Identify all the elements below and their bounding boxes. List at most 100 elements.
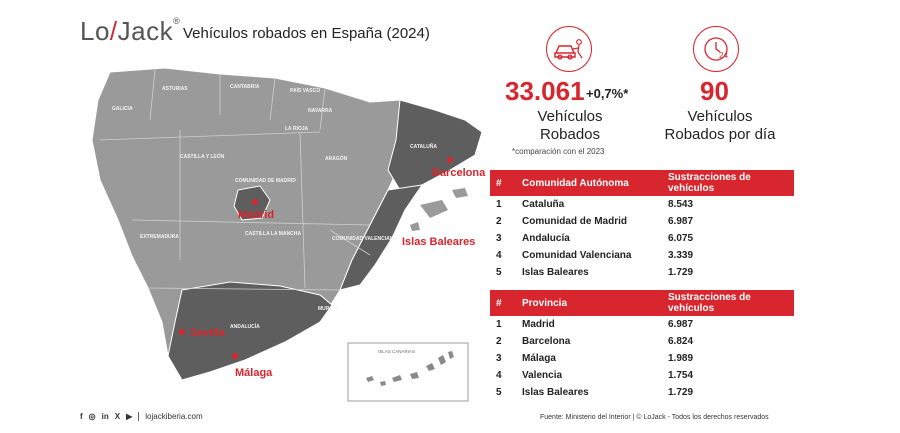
row-rank: 1 xyxy=(496,199,502,210)
map-baleares xyxy=(410,188,468,231)
ccaa-header-name: Comunidad Autónoma xyxy=(522,177,629,189)
instagram-icon[interactable]: ◎ xyxy=(88,412,96,421)
x-icon[interactable]: X xyxy=(114,412,121,421)
malaga-marker xyxy=(232,353,238,359)
row-name: Barcelona xyxy=(522,336,571,347)
table-row: 2 Comunidad de Madrid 6.987 xyxy=(490,213,794,230)
table-row: 3 Andalucía 6.075 xyxy=(490,230,794,247)
clock-glyph: 24 xyxy=(704,37,728,61)
clock-24-text: 24 xyxy=(719,51,728,60)
per-day-label: Vehículos Robados por día xyxy=(655,108,785,144)
row-name: Madrid xyxy=(522,319,555,330)
map-label-9: COMUNIDAD DE MADRID xyxy=(235,178,296,184)
map-label-1: ASTURIAS xyxy=(162,86,188,92)
map-label-6: ARAGÓN xyxy=(325,154,348,162)
facebook-icon[interactable]: f xyxy=(80,412,83,421)
table-row: 3 Málaga 1.989 xyxy=(490,350,794,367)
row-name: Valencia xyxy=(522,370,563,381)
city-malaga: Málaga xyxy=(235,367,273,379)
prov-header-rank: # xyxy=(496,297,502,309)
logo-slash: / xyxy=(109,16,118,46)
row-rank: 2 xyxy=(496,336,502,347)
ccaa-header-rank: # xyxy=(496,177,502,189)
ccaa-header-value: Sustracciones de vehículos xyxy=(668,172,751,194)
map-label-12: COMUNIDAD VALENCIANA xyxy=(332,236,397,242)
map-label-7: CATALUÑA xyxy=(410,143,437,150)
map-madrid xyxy=(233,185,271,221)
map-label-8: CASTILLA Y LEÓN xyxy=(180,152,225,160)
row-value: 1.754 xyxy=(668,370,694,381)
row-value: 6.824 xyxy=(668,336,694,347)
ccaa-table: # Comunidad Autónoma Sustracciones de ve… xyxy=(490,170,794,281)
table-row: 5 Islas Baleares 1.729 xyxy=(490,384,794,401)
row-rank: 3 xyxy=(496,233,502,244)
car-theft-glyph xyxy=(554,39,583,60)
row-value: 3.339 xyxy=(668,250,694,261)
map-label-11: CASTILLA LA MANCHA xyxy=(245,231,301,237)
map-label-14: ANDALUCÍA xyxy=(230,322,260,330)
logo-left: Lo xyxy=(80,16,110,46)
map-label-3: PAÍS VASCO xyxy=(290,86,320,94)
row-rank: 3 xyxy=(496,353,502,364)
map-label-5: LA RIOJA xyxy=(285,126,309,132)
canarias-inset xyxy=(347,342,469,402)
map-andalucia xyxy=(167,281,333,381)
map-label-13: MURCIA xyxy=(318,306,338,312)
clock-24-icon: 24 xyxy=(693,26,739,72)
city-sevilla: Sevilla xyxy=(190,327,226,339)
spain-map: GALICIA ASTURIAS CANTABRIA PAÍS VASCO NA… xyxy=(91,67,486,402)
total-stolen-value: 33.061 xyxy=(505,76,585,106)
map-label-10: EXTREMADURA xyxy=(140,234,179,240)
map-borders xyxy=(99,69,371,291)
linkedin-icon[interactable]: in xyxy=(101,412,109,421)
footer-divider xyxy=(138,412,140,421)
total-delta: +0,7%* xyxy=(586,86,629,101)
row-rank: 4 xyxy=(496,250,502,261)
logo-tm: ® xyxy=(173,16,181,26)
prov-header-name: Provincia xyxy=(522,297,568,309)
per-day-label-line-2: Robados por día xyxy=(664,126,776,143)
map-label-4: NAVARRA xyxy=(308,108,333,114)
total-label-line-2: Robados xyxy=(539,126,601,143)
row-value: 1.989 xyxy=(668,353,694,364)
social-footer: f ◎ in X ▶ lojackiberia.com xyxy=(80,412,203,421)
page-title: Vehículos robados en España (2024) xyxy=(183,25,430,42)
website-link[interactable]: lojackiberia.com xyxy=(145,412,203,421)
row-value: 8.543 xyxy=(668,199,694,210)
row-name: Islas Baleares xyxy=(522,267,589,278)
city-barcelona: Barcelona xyxy=(432,167,486,179)
row-rank: 2 xyxy=(496,216,502,227)
row-value: 1.729 xyxy=(668,267,694,278)
city-madrid: Madrid xyxy=(238,209,274,221)
table-row: 1 Madrid 6.987 xyxy=(490,316,794,333)
row-name: Málaga xyxy=(522,353,556,364)
row-value: 6.075 xyxy=(668,233,694,244)
prov-table-header: # Provincia Sustracciones de vehículos xyxy=(490,290,794,316)
madrid-marker xyxy=(252,199,258,205)
row-name: Comunidad Valenciana xyxy=(522,250,632,261)
provincia-table: # Provincia Sustracciones de vehículos 1… xyxy=(490,290,794,401)
table-row: 1 Cataluña 8.543 xyxy=(490,196,794,213)
youtube-icon[interactable]: ▶ xyxy=(126,412,133,421)
ccaa-table-header: # Comunidad Autónoma Sustracciones de ve… xyxy=(490,170,794,196)
map-label-0: GALICIA xyxy=(112,106,133,112)
map-valencia xyxy=(339,184,424,291)
row-name: Comunidad de Madrid xyxy=(522,216,627,227)
table-row: 2 Barcelona 6.824 xyxy=(490,333,794,350)
city-baleares: Islas Baleares xyxy=(402,236,475,248)
row-value: 1.729 xyxy=(668,387,694,398)
barcelona-marker xyxy=(447,157,453,163)
map-label-2: CANTABRIA xyxy=(230,84,260,90)
car-theft-icon xyxy=(546,26,592,72)
canarias-label: ISLAS CANARIAS xyxy=(378,349,415,354)
sevilla-marker xyxy=(179,329,185,335)
source-text: Fuente: Ministerio del Interior | © LoJa… xyxy=(540,414,769,421)
row-value: 6.987 xyxy=(668,216,694,227)
per-day-value: 90 xyxy=(700,76,729,106)
row-rank: 1 xyxy=(496,319,502,330)
row-rank: 5 xyxy=(496,387,502,398)
row-name: Islas Baleares xyxy=(522,387,589,398)
row-name: Andalucía xyxy=(522,233,570,244)
table-row: 4 Valencia 1.754 xyxy=(490,367,794,384)
table-row: 5 Islas Baleares 1.729 xyxy=(490,264,794,281)
